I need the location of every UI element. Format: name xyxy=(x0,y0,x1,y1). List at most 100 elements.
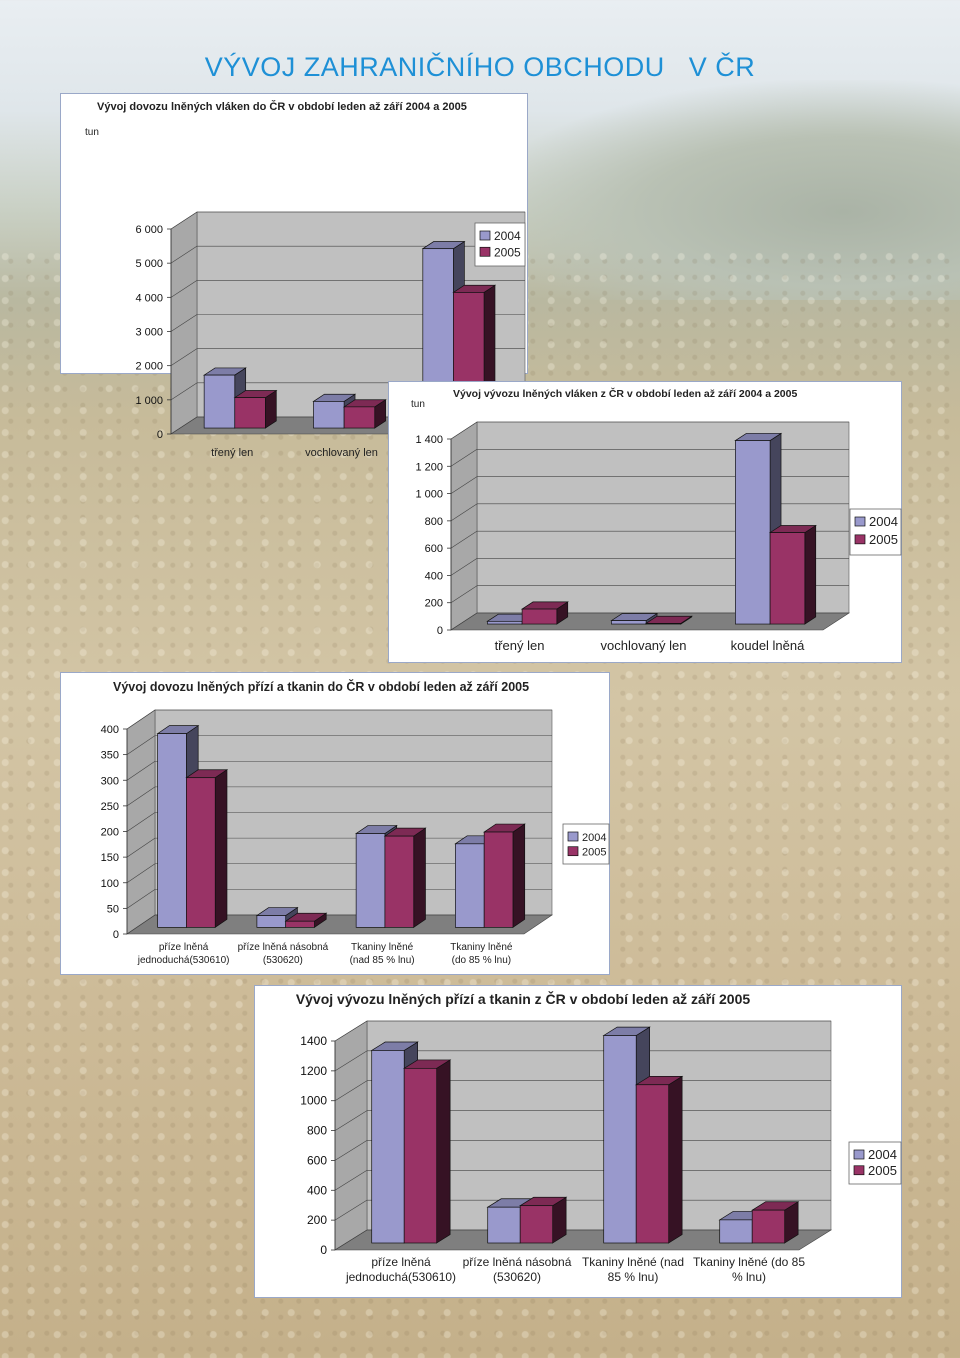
bar-2005 xyxy=(519,1205,554,1244)
chart-title: Vývoj dovozu lněných vláken do ČR v obdo… xyxy=(97,100,467,113)
bar-2004 xyxy=(719,1219,753,1244)
y-tick-label: 1 000 xyxy=(415,489,443,501)
gridline-side xyxy=(450,585,478,603)
gridline-side xyxy=(170,348,198,366)
background-hill xyxy=(480,80,960,300)
bar-2004 xyxy=(455,843,485,928)
gridline-side xyxy=(450,558,478,576)
y-tick-label: 600 xyxy=(425,543,443,555)
y-tick-label: 0 xyxy=(320,1243,327,1257)
bar-side-2005 xyxy=(413,827,426,929)
category-label: příze lněná xyxy=(371,1255,431,1269)
gridline-side xyxy=(170,211,198,230)
chart-panel-import-fibres: Vývoj dovozu lněných vláken do ČR v obdo… xyxy=(60,93,528,459)
gridline-side xyxy=(450,476,478,494)
bar-2005 xyxy=(403,1067,438,1244)
legend-swatch-2005 xyxy=(479,246,491,257)
y-tick-label: 4 000 xyxy=(135,292,163,304)
legend-swatch-2004 xyxy=(567,831,579,842)
y-tick-label: 3 000 xyxy=(135,327,163,339)
bar-2004 xyxy=(487,1206,521,1244)
bar-2005 xyxy=(186,777,216,928)
legend-label-2004: 2004 xyxy=(868,1147,897,1162)
bar-2004 xyxy=(256,915,287,928)
bar-side-2005 xyxy=(214,769,228,929)
bar-2005 xyxy=(769,532,806,625)
gridline-side xyxy=(126,863,156,883)
gridline-side xyxy=(334,1140,368,1161)
legend-label-2005: 2005 xyxy=(869,532,898,547)
bar-2004 xyxy=(355,833,386,928)
y-tick-label: 1 000 xyxy=(135,395,163,407)
category-label: 85 % lnu) xyxy=(608,1270,659,1284)
gridline-side xyxy=(170,245,198,264)
y-tick-label: 600 xyxy=(307,1153,327,1167)
legend-label-2004: 2004 xyxy=(869,514,898,529)
y-tick-label: 1000 xyxy=(300,1094,327,1108)
bar-2004 xyxy=(203,374,236,429)
category-label: koudel lněná xyxy=(731,638,805,653)
category-label: Tkaniny lněné (do 85 xyxy=(693,1255,805,1269)
legend-label-2004: 2004 xyxy=(582,832,606,844)
y-tick-label: 350 xyxy=(101,750,119,762)
category-label: Tkaniny lněné xyxy=(450,942,513,953)
gridline-side xyxy=(334,1020,368,1042)
legend-swatch-2004 xyxy=(853,1149,865,1160)
legend-swatch-2005 xyxy=(853,1165,865,1176)
y-tick-label: 400 xyxy=(425,570,443,582)
y-tick-label: 200 xyxy=(425,598,443,610)
gridline-side xyxy=(334,1170,368,1191)
bar-2005 xyxy=(234,397,266,429)
y-tick-label: 400 xyxy=(101,724,119,736)
y-tick-label: 5 000 xyxy=(135,258,163,270)
bar-2005 xyxy=(635,1084,670,1244)
legend-box xyxy=(474,222,526,267)
category-label: příze lněná xyxy=(159,942,209,953)
legend-swatch-2005 xyxy=(567,846,579,857)
y-tick-label: 400 xyxy=(307,1183,327,1197)
legend-label-2005: 2005 xyxy=(868,1163,897,1178)
gridline-side xyxy=(126,735,156,755)
gridline-side xyxy=(170,280,198,298)
gridline-side xyxy=(450,449,478,467)
category-label: vochlovaný len xyxy=(601,638,687,653)
bar-2005 xyxy=(343,406,376,429)
y-tick-label: 0 xyxy=(113,929,119,941)
gridline-side xyxy=(334,1199,368,1221)
y-tick-label: 1 400 xyxy=(415,434,443,446)
gridline-side xyxy=(126,786,156,807)
y-tick-label: 0 xyxy=(437,625,443,637)
bar-side-2005 xyxy=(668,1075,683,1244)
legend-label-2005: 2005 xyxy=(494,245,521,259)
bar-2005 xyxy=(285,920,315,928)
gridline-side xyxy=(170,382,198,401)
bar-2004 xyxy=(157,733,187,928)
gridline-side xyxy=(334,1110,368,1131)
chart-export-yarns: Vývoj vývozu lněných přízí a tkanin z ČR… xyxy=(296,990,902,1284)
chart-panel-import-yarns: Vývoj dovozu lněných přízí a tkanin do Č… xyxy=(60,672,610,975)
legend-box xyxy=(848,1141,902,1185)
gridline-side xyxy=(450,503,478,522)
legend-swatch-2004 xyxy=(854,516,866,527)
gridline-side xyxy=(126,889,156,909)
legend-swatch-2005 xyxy=(854,534,866,545)
bar-2004 xyxy=(603,1035,637,1244)
bar-2005 xyxy=(384,835,415,928)
chart-legend: 2004 2005 xyxy=(849,508,902,556)
category-label: jednoduchá(530610) xyxy=(137,955,230,966)
category-label: (530620) xyxy=(493,1270,541,1284)
gridline-side xyxy=(126,812,156,832)
bar-2004 xyxy=(735,440,771,625)
category-label: vochlovaný len xyxy=(305,447,378,459)
category-label: příze lněná násobná xyxy=(463,1255,572,1269)
category-label: jednoduchá(530610) xyxy=(345,1270,456,1284)
y-axis-unit-label: tun xyxy=(411,399,425,410)
y-tick-label: 1200 xyxy=(300,1064,327,1078)
y-axis-unit-label: tun xyxy=(85,127,99,138)
gridline-side xyxy=(450,421,478,440)
y-tick-label: 800 xyxy=(307,1124,327,1138)
gridline-side xyxy=(334,1050,368,1072)
chart-side-wall xyxy=(450,421,478,631)
